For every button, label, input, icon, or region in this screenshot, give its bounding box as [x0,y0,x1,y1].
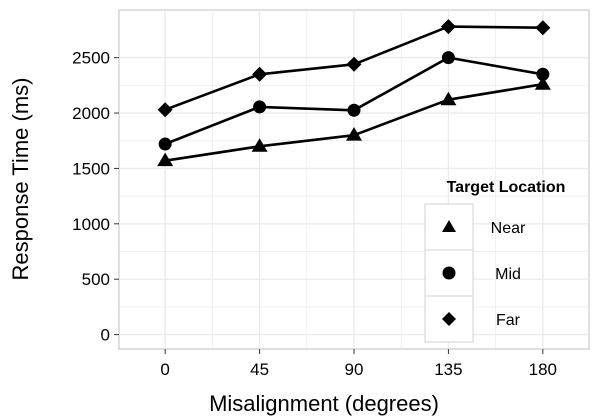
data-point-near [157,152,174,167]
x-axis-title: Misalignment (degrees) [209,391,439,416]
x-tick-label: 135 [434,360,462,379]
legend-circle-marker [442,266,456,280]
data-point-mid [441,51,455,65]
y-axis-title: Response Time (ms) [8,78,33,281]
data-point-near [346,127,362,141]
axes: 0 500 1000 1500 2000 2500 0 45 90 135 180 [72,49,557,379]
x-tick-label: 90 [345,360,364,379]
y-tick-label: 2500 [72,49,110,68]
legend-label-mid: Mid [495,266,521,283]
y-tick-label: 1000 [72,215,110,234]
x-tick-label: 45 [250,360,269,379]
data-point-far [440,19,456,35]
legend-triangle-marker [442,220,456,232]
data-point-near [534,76,551,90]
data-point-mid [158,137,172,151]
data-point-mid [536,67,550,81]
series-layer [157,19,551,167]
legend: Target Location Near Mid Far [424,179,566,343]
x-tick-label: 180 [529,360,557,379]
legend-label-far: Far [496,312,521,329]
data-point-mid [253,100,267,114]
y-tick-label: 2000 [72,104,110,123]
y-tick-label: 500 [82,270,110,289]
data-point-near [440,91,457,106]
y-tick-label: 0 [101,326,110,345]
data-point-mid [347,103,361,117]
data-point-far [252,66,268,82]
legend-label-near: Near [491,220,526,237]
y-tick-label: 1500 [72,159,110,178]
data-point-far [535,20,551,36]
data-point-far [157,102,173,118]
legend-title: Target Location [447,179,566,196]
legend-diamond-marker [442,312,456,326]
data-point-far [346,56,362,72]
data-point-near [251,138,268,152]
x-tick-label: 0 [160,360,169,379]
